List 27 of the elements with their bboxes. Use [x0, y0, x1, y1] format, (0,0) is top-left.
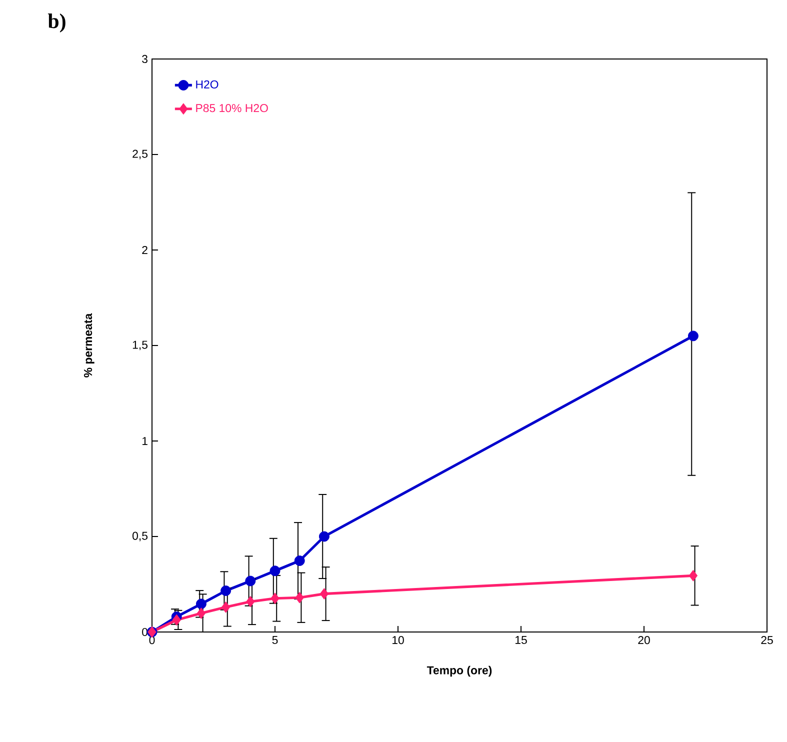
y-tick-label: 1,5 [132, 340, 148, 350]
y-tick-label: 1 [142, 437, 148, 445]
x-tick-label: 25 [761, 636, 773, 644]
point [294, 556, 305, 566]
y-tick-label: 3 [142, 54, 148, 64]
point [688, 330, 698, 342]
point [318, 531, 330, 542]
y-tick-label: 0 [142, 628, 148, 636]
point [246, 596, 255, 608]
y-tick-label: 2,5 [132, 150, 148, 160]
point [196, 598, 206, 610]
x-tick-label: 10 [392, 636, 404, 644]
point [320, 588, 329, 600]
y-tick-label: 2 [142, 246, 148, 254]
point [196, 608, 206, 620]
y-axis-title: % permeata [84, 313, 94, 378]
y-tick-label: 0,5 [132, 532, 148, 542]
chart-title: b) [48, 14, 66, 32]
legend-label: P85 10% H2O [196, 104, 268, 112]
point [688, 570, 698, 582]
legend-label: H2O [196, 80, 218, 88]
point [270, 566, 280, 576]
x-axis-title: Tempo (ore) [426, 666, 492, 677]
point [270, 592, 280, 604]
x-tick-label: 15 [516, 636, 527, 644]
x-tick-label: 20 [638, 636, 650, 644]
x-tick-label: 5 [272, 636, 278, 644]
